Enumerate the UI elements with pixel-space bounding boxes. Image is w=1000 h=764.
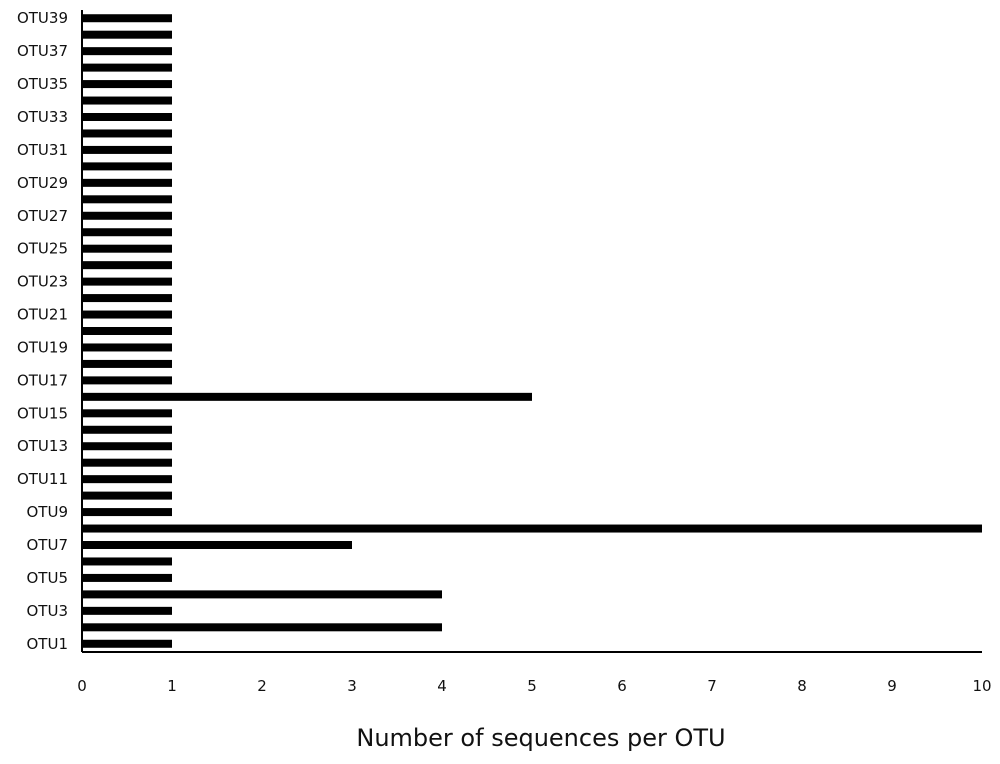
y-tick-label-otu7: OTU7	[27, 536, 69, 554]
bar-otu4	[82, 590, 442, 599]
bar-otu30	[82, 162, 172, 171]
bar-otu39	[82, 14, 172, 23]
axes-layer	[81, 10, 982, 653]
bar-otu38	[82, 30, 172, 39]
x-tick-label-8: 8	[797, 677, 807, 695]
bar-otu25	[82, 244, 172, 253]
bar-otu12	[82, 458, 172, 467]
y-tick-label-otu39: OTU39	[17, 9, 68, 27]
y-tick-label-otu11: OTU11	[17, 470, 68, 488]
bar-otu22	[82, 294, 172, 303]
x-tick-label-10: 10	[972, 677, 991, 695]
bar-otu14	[82, 425, 172, 434]
bar-otu26	[82, 228, 172, 237]
bar-otu2	[82, 623, 442, 632]
y-tick-label-otu23: OTU23	[17, 273, 68, 291]
bar-otu35	[82, 80, 172, 89]
y-tick-label-otu5: OTU5	[27, 569, 69, 587]
x-tick-label-2: 2	[257, 677, 267, 695]
bar-otu33	[82, 113, 172, 121]
bar-otu29	[82, 178, 172, 187]
bar-otu37	[82, 47, 172, 56]
y-tick-label-otu33: OTU33	[17, 108, 68, 126]
y-tick-labels: OTU1 OTU3 OTU5 OTU7 OTU9 OTU11 OTU13 OTU15 OTU17…	[17, 9, 68, 653]
y-tick-label-otu31: OTU31	[17, 141, 68, 159]
x-tick-label-6: 6	[617, 677, 627, 695]
bar-otu27	[82, 211, 172, 220]
x-tick-label-4: 4	[437, 677, 447, 695]
bar-otu21	[82, 310, 172, 319]
x-tick-label-9: 9	[887, 677, 897, 695]
bar-otu6	[82, 557, 172, 566]
y-tick-label-otu21: OTU21	[17, 306, 68, 324]
bar-otu3	[82, 606, 172, 615]
y-tick-label-otu13: OTU13	[17, 437, 68, 455]
bar-otu32	[82, 129, 172, 138]
y-tick-label-otu15: OTU15	[17, 404, 68, 422]
bar-otu17	[82, 376, 172, 385]
bar-otu10	[82, 491, 172, 500]
bar-otu20	[82, 327, 172, 335]
bar-otu9	[82, 508, 172, 517]
y-tick-label-otu29: OTU29	[17, 174, 68, 192]
bar-otu19	[82, 343, 172, 352]
y-tick-label-otu35: OTU35	[17, 75, 68, 93]
x-tick-label-3: 3	[347, 677, 357, 695]
bar-otu24	[82, 261, 172, 270]
bar-otu13	[82, 442, 172, 451]
bar-otu31	[82, 145, 172, 154]
x-tick-label-0: 0	[77, 677, 87, 695]
y-tick-label-otu17: OTU17	[17, 371, 68, 389]
x-tick-label-5: 5	[527, 677, 537, 695]
bar-otu15	[82, 409, 172, 418]
bars-layer	[82, 14, 982, 648]
bar-otu34	[82, 96, 172, 105]
x-axis-title: Number of sequences per OTU	[356, 724, 725, 752]
y-tick-label-otu27: OTU27	[17, 207, 68, 225]
y-tick-label-otu3: OTU3	[27, 602, 69, 620]
bar-otu5	[82, 573, 172, 582]
bar-otu16	[82, 392, 532, 401]
y-tick-label-otu1: OTU1	[27, 635, 69, 653]
bar-otu23	[82, 277, 172, 286]
bar-otu18	[82, 359, 172, 368]
x-tick-label-1: 1	[167, 677, 177, 695]
y-tick-label-otu19: OTU19	[17, 338, 68, 356]
bar-otu36	[82, 63, 172, 72]
bar-otu11	[82, 475, 172, 484]
bar-otu8	[82, 524, 982, 533]
x-tick-labels: 0 1 2 3 4 5 6 7 8 9 10	[77, 677, 991, 695]
bar-otu7	[82, 541, 352, 549]
y-tick-label-otu25: OTU25	[17, 240, 68, 258]
bar-otu1	[82, 639, 172, 648]
bar-otu28	[82, 195, 172, 204]
y-tick-label-otu37: OTU37	[17, 42, 68, 60]
x-tick-label-7: 7	[707, 677, 717, 695]
y-tick-label-otu9: OTU9	[27, 503, 69, 521]
